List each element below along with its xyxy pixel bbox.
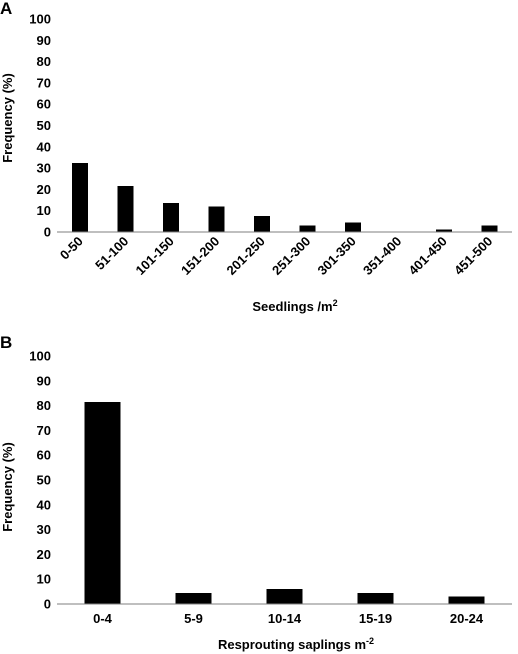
bar-251-300 <box>299 225 316 232</box>
y-axis-title-b: Frequency (%) <box>0 442 15 532</box>
bar-5-9 <box>175 592 212 604</box>
x-tick-label: 101-150 <box>133 234 177 278</box>
y-tick-label: 20 <box>37 547 51 562</box>
y-tick-label: 50 <box>37 473 51 488</box>
x-tick-label: 401-450 <box>406 234 450 278</box>
bars-b <box>84 401 485 604</box>
x-tick-label: 20-24 <box>450 611 484 626</box>
x-axis-title-a: Seedlings /m2 <box>252 298 337 314</box>
x-tick-label: 10-14 <box>268 611 302 626</box>
bar-15-19 <box>357 592 394 604</box>
x-axis-title-a-sup: 2 <box>333 298 338 308</box>
y-tick-label: 0 <box>44 225 51 240</box>
y-tick-label: 20 <box>37 182 51 197</box>
y-tick-label: 100 <box>29 349 51 364</box>
bar-101-150 <box>162 203 179 232</box>
bar-301-350 <box>344 222 361 232</box>
chart-panel-a: A Frequency (%) 0 10 20 30 40 50 60 70 80 90 100 0… <box>0 0 512 314</box>
y-axis-title-a: Frequency (%) <box>0 73 15 163</box>
y-tick-label: 70 <box>37 75 51 90</box>
x-axis-title-a-main: Seedlings /m <box>252 299 332 314</box>
panel-label-b: B <box>0 333 12 352</box>
x-tick-label: 5-9 <box>184 611 203 626</box>
y-tick-label: 90 <box>37 373 51 388</box>
panel-label-a: A <box>0 0 12 18</box>
y-tick-label: 60 <box>37 97 51 112</box>
x-axis-title-b-main: Resprouting saplings m <box>218 637 366 652</box>
y-tick-label: 100 <box>29 12 51 27</box>
x-tick-labels-b: 0-4 5-9 10-14 15-19 20-24 <box>93 611 484 626</box>
y-tick-label: 30 <box>37 161 51 176</box>
bar-151-200 <box>208 206 225 232</box>
bar-451-500 <box>481 225 498 232</box>
bar-201-250 <box>253 216 270 232</box>
y-tick-label: 80 <box>37 398 51 413</box>
x-tick-label: 301-350 <box>315 234 359 278</box>
y-tick-label: 70 <box>37 423 51 438</box>
x-tick-label: 351-400 <box>360 234 404 278</box>
x-tick-label: 201-250 <box>224 234 268 278</box>
x-tick-label: 251-300 <box>269 234 313 278</box>
x-tick-label: 451-500 <box>451 234 495 278</box>
bar-20-24 <box>448 596 485 604</box>
bar-51-100 <box>117 186 134 232</box>
x-tick-label: 0-50 <box>57 234 86 263</box>
bar-0-50 <box>71 162 88 232</box>
x-tick-label: 151-200 <box>178 234 222 278</box>
bar-401-450 <box>435 229 452 232</box>
y-tick-label: 0 <box>44 597 51 612</box>
y-tick-label: 80 <box>37 54 51 69</box>
chart-panel-b: B Frequency (%) 0 10 20 30 40 50 60 70 80 90 100 0… <box>0 333 512 652</box>
x-tick-label: 0-4 <box>93 611 113 626</box>
bar-0-4 <box>84 401 121 604</box>
x-tick-label: 51-100 <box>92 234 131 273</box>
y-tick-label: 50 <box>37 118 51 133</box>
x-tick-label: 15-19 <box>359 611 392 626</box>
x-axis-title-b-sup: -2 <box>366 636 374 646</box>
y-tick-labels-a: 0 10 20 30 40 50 60 70 80 90 100 <box>29 12 51 240</box>
y-tick-label: 10 <box>37 203 51 218</box>
y-tick-labels-b: 0 10 20 30 40 50 60 70 80 90 100 <box>29 349 51 612</box>
y-tick-label: 60 <box>37 448 51 463</box>
x-axis-title-b: Resprouting saplings m-2 <box>218 636 374 652</box>
y-tick-label: 40 <box>37 497 51 512</box>
y-tick-label: 90 <box>37 33 51 48</box>
y-tick-label: 30 <box>37 522 51 537</box>
bars-a <box>71 162 498 232</box>
x-tick-labels-a: 0-50 51-100 101-150 151-200 201-250 251-300 30… <box>57 234 496 278</box>
y-tick-label: 10 <box>37 572 51 587</box>
bar-10-14 <box>266 589 303 604</box>
y-tick-label: 40 <box>37 139 51 154</box>
